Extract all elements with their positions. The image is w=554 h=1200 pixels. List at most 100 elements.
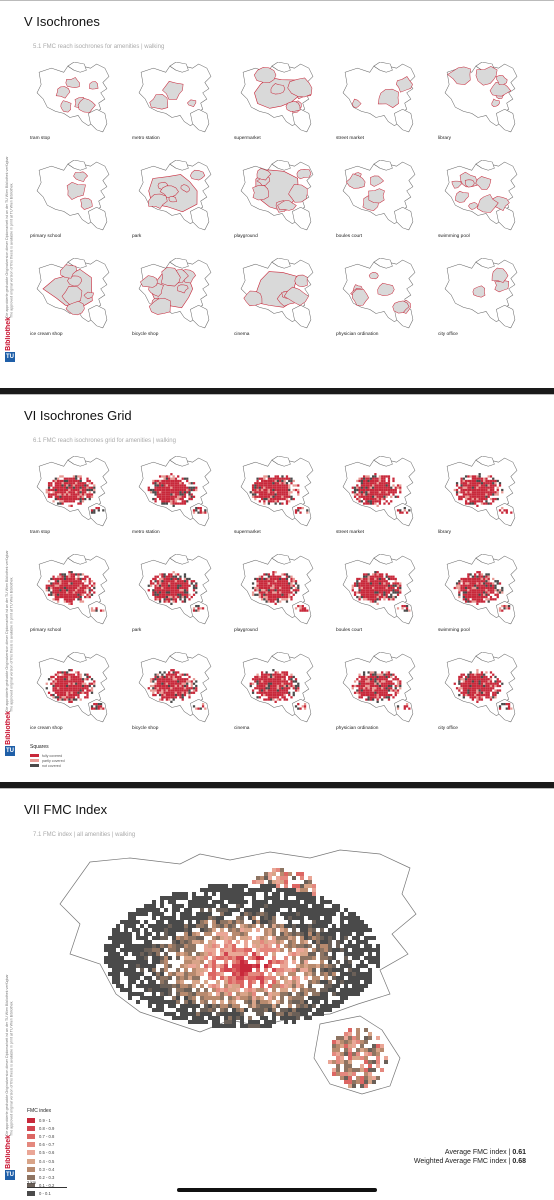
index-square xyxy=(176,908,180,912)
grid-square xyxy=(369,591,373,594)
grid-square xyxy=(469,595,472,599)
grid-square xyxy=(471,595,475,599)
grid-square xyxy=(385,689,388,692)
grid-square xyxy=(192,689,196,692)
grid-square xyxy=(177,482,180,485)
grid-square xyxy=(183,684,187,688)
index-square xyxy=(236,992,240,996)
amenity-map-panel: cinema xyxy=(232,258,334,356)
index-square xyxy=(340,1000,344,1004)
index-square xyxy=(116,928,120,932)
index-square xyxy=(228,912,232,916)
index-square xyxy=(160,968,164,972)
index-square xyxy=(352,992,356,996)
index-square xyxy=(260,924,264,928)
grid-square xyxy=(381,586,384,590)
city-outline-north xyxy=(67,554,87,565)
grid-square xyxy=(158,593,162,596)
grid-square xyxy=(165,482,169,485)
grid-square xyxy=(183,682,187,685)
grid-square xyxy=(66,696,69,699)
grid-square xyxy=(374,595,377,599)
grid-square xyxy=(68,673,71,676)
index-square xyxy=(200,996,204,1000)
grid-square xyxy=(181,689,184,692)
grid-square xyxy=(288,589,291,592)
grid-square xyxy=(84,577,87,581)
grid-square xyxy=(52,682,55,685)
index-square xyxy=(372,1048,376,1052)
index-square xyxy=(236,916,240,920)
grid-square xyxy=(369,671,373,674)
grid-square xyxy=(174,678,178,681)
grid-square xyxy=(292,479,295,483)
grid-square xyxy=(385,580,388,583)
grid-square xyxy=(267,482,271,485)
grid-square xyxy=(199,607,202,610)
grid-square xyxy=(381,671,384,674)
grid-square xyxy=(360,486,363,489)
index-square xyxy=(356,1028,360,1032)
index-square xyxy=(268,928,272,932)
grid-square xyxy=(270,580,273,583)
city-outline-southeast xyxy=(88,600,108,625)
grid-square xyxy=(188,584,191,587)
grid-square xyxy=(381,678,384,681)
index-square xyxy=(288,980,292,984)
grid-square xyxy=(68,571,71,574)
grid-square xyxy=(390,575,393,578)
grid-square xyxy=(299,707,302,710)
index-square xyxy=(324,976,328,980)
index-square xyxy=(320,904,324,908)
grid-square xyxy=(292,580,295,583)
index-square xyxy=(152,968,156,972)
grid-square xyxy=(63,500,67,503)
isochrone-grid-map xyxy=(138,456,212,527)
grid-square xyxy=(387,491,391,494)
grid-square xyxy=(505,511,508,514)
grid-square xyxy=(163,671,166,674)
index-square xyxy=(356,1032,360,1036)
index-square xyxy=(248,984,252,988)
index-square xyxy=(292,892,296,896)
index-square xyxy=(332,956,336,960)
index-square xyxy=(212,884,216,888)
grid-square xyxy=(177,589,180,592)
grid-square xyxy=(75,573,78,576)
index-square xyxy=(208,984,212,988)
index-square xyxy=(356,992,360,996)
grid-square xyxy=(72,698,76,701)
index-square xyxy=(296,924,300,928)
index-square xyxy=(256,960,260,964)
grid-square xyxy=(283,598,286,601)
grid-square xyxy=(290,584,293,587)
index-square xyxy=(320,928,324,932)
grid-square xyxy=(283,673,286,676)
grid-square xyxy=(462,482,465,485)
grid-square xyxy=(501,488,504,492)
grid-square xyxy=(498,689,502,692)
index-square xyxy=(360,964,364,968)
grid-square xyxy=(471,497,475,501)
index-square xyxy=(284,984,288,988)
amenity-label: street market xyxy=(336,136,364,141)
index-square xyxy=(344,1064,348,1068)
grid-square xyxy=(163,495,166,498)
grid-square xyxy=(494,696,497,699)
grid-square xyxy=(358,589,361,592)
grid-square xyxy=(464,493,468,496)
grid-square xyxy=(172,584,175,587)
grid-square xyxy=(179,673,182,676)
index-square xyxy=(276,972,280,976)
grid-square xyxy=(460,495,463,498)
grid-square xyxy=(179,591,182,594)
grid-square xyxy=(161,573,164,576)
isochrone-area xyxy=(60,264,77,279)
grid-square xyxy=(172,475,175,478)
index-square xyxy=(256,956,260,960)
grid-square xyxy=(381,582,384,585)
index-square xyxy=(308,924,312,928)
grid-square xyxy=(267,684,271,688)
grid-square xyxy=(367,598,370,601)
grid-square xyxy=(72,484,76,487)
